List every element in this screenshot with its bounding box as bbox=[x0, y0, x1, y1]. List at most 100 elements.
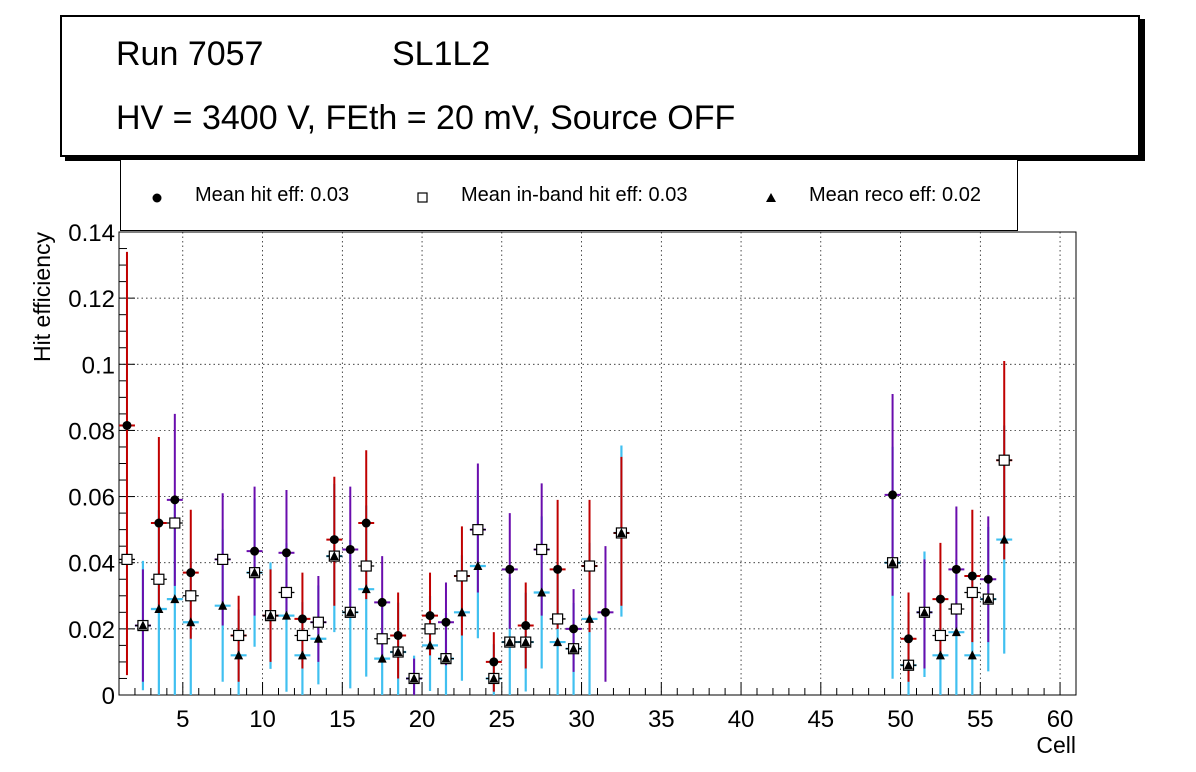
reco-point bbox=[505, 637, 515, 647]
legend-circle-marker bbox=[152, 193, 162, 203]
hit-point bbox=[904, 634, 914, 644]
legend: Mean hit eff: 0.03 Mean in-band hit eff:… bbox=[120, 160, 1018, 231]
inband-point bbox=[552, 613, 564, 625]
reco-point bbox=[473, 561, 483, 571]
reco-point bbox=[569, 643, 579, 653]
reco-point bbox=[967, 650, 977, 660]
reco-point bbox=[297, 650, 307, 660]
reco-point bbox=[170, 594, 180, 604]
x-tick-label: 20 bbox=[409, 706, 436, 733]
reco-point bbox=[999, 534, 1009, 544]
hit-point bbox=[297, 614, 307, 624]
x-tick-label: 50 bbox=[887, 706, 914, 733]
inband-point bbox=[536, 543, 548, 556]
hit-point bbox=[600, 607, 610, 617]
reco-point bbox=[138, 620, 148, 630]
reco-point bbox=[537, 587, 547, 597]
hit-point bbox=[250, 546, 260, 556]
run-label: Run 7057 bbox=[116, 35, 264, 73]
inband-point bbox=[456, 570, 468, 582]
reco-point bbox=[919, 607, 929, 617]
reco-point bbox=[218, 600, 228, 610]
legend-hit-eff: Mean hit eff: 0.03 bbox=[195, 184, 350, 206]
hit-point bbox=[393, 630, 403, 640]
inband-point bbox=[233, 629, 245, 642]
hit-point bbox=[935, 594, 945, 604]
x-tick-label: 10 bbox=[249, 706, 276, 733]
hit-point bbox=[441, 617, 451, 627]
inband-point bbox=[312, 616, 324, 628]
inband-point bbox=[360, 560, 372, 572]
hit-point bbox=[329, 535, 339, 545]
x-tick-label: 35 bbox=[648, 706, 675, 733]
reco-point bbox=[983, 594, 993, 604]
title-box: Run 7057 SL1L2 HV = 3400 V, FEth = 20 mV… bbox=[60, 15, 1140, 157]
y-tick-label: 0.12 bbox=[68, 286, 115, 313]
reco-point bbox=[393, 647, 403, 657]
reco-point bbox=[441, 653, 451, 663]
hit-point bbox=[361, 518, 371, 528]
hit-point bbox=[983, 574, 993, 584]
legend-inband-eff: Mean in-band hit eff: 0.03 bbox=[461, 184, 688, 206]
hit-point bbox=[186, 568, 196, 578]
reco-point bbox=[266, 610, 276, 620]
reco-point bbox=[521, 637, 531, 647]
y-tick-label: 0.04 bbox=[68, 551, 115, 578]
x-axis-label: Cell bbox=[1036, 732, 1076, 758]
hit-point bbox=[154, 518, 164, 528]
inband-point bbox=[121, 553, 133, 566]
inband-point bbox=[424, 623, 436, 635]
y-tick-label: 0.06 bbox=[68, 485, 115, 512]
hit-point bbox=[553, 564, 563, 574]
x-tick-label: 60 bbox=[1047, 706, 1074, 733]
reco-point bbox=[935, 650, 945, 660]
reco-point bbox=[281, 610, 291, 620]
hit-point bbox=[951, 564, 961, 574]
inband-point bbox=[998, 454, 1010, 466]
legend-square-marker bbox=[417, 192, 428, 203]
reco-point bbox=[585, 613, 595, 623]
reco-point bbox=[489, 673, 499, 683]
reco-point bbox=[409, 673, 419, 683]
y-tick-label: 0.02 bbox=[68, 617, 115, 644]
x-tick-label: 30 bbox=[568, 706, 595, 733]
inband-point bbox=[950, 603, 962, 615]
inband-point bbox=[217, 553, 229, 566]
y-tick-label: 0.08 bbox=[68, 418, 115, 445]
layer-label: SL1L2 bbox=[392, 35, 491, 73]
hit-point bbox=[170, 495, 180, 505]
x-tick-label: 25 bbox=[488, 706, 515, 733]
y-tick-label: 0.1 bbox=[82, 352, 115, 379]
inband-point bbox=[966, 586, 978, 599]
x-tick-label: 45 bbox=[807, 706, 834, 733]
x-tick-label: 55 bbox=[967, 706, 994, 733]
inband-point bbox=[934, 629, 947, 642]
hit-point bbox=[967, 571, 977, 581]
inband-point bbox=[583, 560, 596, 572]
conditions-label: HV = 3400 V, FEth = 20 mV, Source OFF bbox=[116, 99, 736, 137]
reco-point bbox=[616, 527, 626, 537]
hit-point bbox=[281, 548, 291, 558]
reco-point bbox=[888, 557, 898, 567]
y-tick-label: 0.14 bbox=[68, 220, 115, 247]
legend-reco-eff: Mean reco eff: 0.02 bbox=[809, 184, 981, 206]
y-axis-label: Hit efficiency bbox=[29, 232, 55, 362]
hit-point bbox=[345, 544, 355, 554]
inband-point bbox=[296, 629, 309, 642]
reco-point bbox=[377, 653, 387, 663]
hit-point bbox=[489, 657, 499, 667]
reco-point bbox=[904, 660, 914, 670]
hit-point bbox=[569, 624, 579, 634]
inband-point bbox=[169, 517, 181, 529]
reco-point bbox=[250, 567, 260, 577]
reco-point bbox=[154, 604, 164, 614]
x-tick-label: 5 bbox=[176, 706, 189, 733]
reco-point bbox=[186, 617, 196, 627]
reco-point bbox=[313, 633, 323, 643]
x-tick-label: 40 bbox=[728, 706, 755, 733]
hit-point bbox=[888, 490, 898, 500]
reco-point bbox=[345, 607, 355, 617]
inband-point bbox=[280, 586, 293, 599]
hit-point bbox=[521, 621, 531, 631]
